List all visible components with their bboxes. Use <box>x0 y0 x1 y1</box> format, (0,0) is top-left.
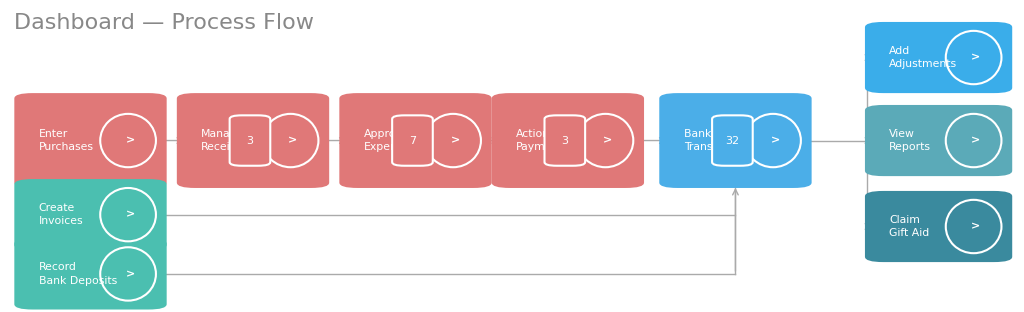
Text: >: > <box>451 135 460 145</box>
Text: Add
Adjustments: Add Adjustments <box>889 46 957 69</box>
Text: Bank Match
Transactions: Bank Match Transactions <box>684 129 752 152</box>
Text: 32: 32 <box>725 135 739 145</box>
FancyBboxPatch shape <box>339 93 492 188</box>
Text: Create
Invoices: Create Invoices <box>39 203 83 226</box>
Text: >: > <box>971 222 980 232</box>
FancyBboxPatch shape <box>712 115 753 166</box>
Text: >: > <box>126 269 135 279</box>
Text: >: > <box>126 210 135 220</box>
FancyBboxPatch shape <box>492 93 644 188</box>
FancyBboxPatch shape <box>14 238 167 310</box>
Text: Action
Payments: Action Payments <box>516 129 569 152</box>
Text: Claim
Gift Aid: Claim Gift Aid <box>889 215 930 238</box>
Text: 3: 3 <box>247 135 254 145</box>
Text: Enter
Purchases: Enter Purchases <box>39 129 94 152</box>
FancyBboxPatch shape <box>14 93 167 188</box>
Text: >: > <box>971 135 980 145</box>
FancyBboxPatch shape <box>545 115 585 166</box>
Text: 7: 7 <box>409 135 416 145</box>
Text: Approve
Expenditure: Approve Expenditure <box>364 129 430 152</box>
FancyBboxPatch shape <box>177 93 329 188</box>
Text: 3: 3 <box>561 135 568 145</box>
Text: >: > <box>971 52 980 62</box>
Text: >: > <box>288 135 297 145</box>
FancyBboxPatch shape <box>229 115 270 166</box>
FancyBboxPatch shape <box>865 22 1012 93</box>
Text: >: > <box>126 135 135 145</box>
FancyBboxPatch shape <box>14 179 167 250</box>
Text: >: > <box>770 135 779 145</box>
Text: >: > <box>603 135 612 145</box>
Text: Dashboard — Process Flow: Dashboard — Process Flow <box>14 13 314 33</box>
FancyBboxPatch shape <box>865 105 1012 176</box>
FancyBboxPatch shape <box>659 93 812 188</box>
Text: View
Reports: View Reports <box>889 129 931 152</box>
Text: Record
Bank Deposits: Record Bank Deposits <box>39 262 117 285</box>
Text: Manage
Receipts: Manage Receipts <box>201 129 248 152</box>
FancyBboxPatch shape <box>392 115 433 166</box>
FancyBboxPatch shape <box>865 191 1012 262</box>
